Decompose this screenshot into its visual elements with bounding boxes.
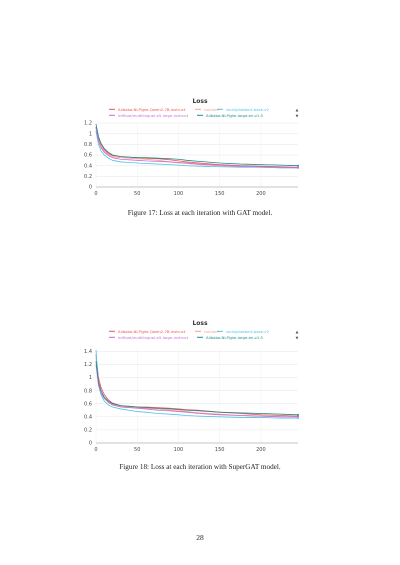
y-tick-label: 1.2 — [84, 362, 92, 368]
x-tick-label: 200 — [256, 447, 266, 453]
legend-scroll-up-icon[interactable]: ▲ — [296, 330, 299, 334]
figure-18-caption: Figure 18: Loss at each iteration with S… — [119, 463, 281, 471]
legend-scroll-down-icon[interactable]: ▼ — [296, 114, 299, 118]
y-tick-label: 0.6 — [84, 401, 92, 407]
legend-entry: random — [204, 329, 219, 334]
y-tick-label: 0.6 — [84, 153, 92, 159]
y-tick-label: 0 — [89, 441, 92, 447]
series-line — [95, 357, 298, 418]
y-tick-label: 0 — [89, 185, 92, 191]
x-tick-label: 0 — [94, 191, 97, 197]
series-line — [95, 123, 299, 167]
y-tick-label: 1.2 — [84, 121, 92, 127]
series-line — [95, 127, 299, 169]
legend-entry: sinai/photbert-base-v2 — [226, 107, 269, 112]
loss-chart-supergat: Loss Alibaba-NLP/gte-Qwen2-7B-instruct ran… — [84, 320, 299, 453]
page-number: 28 — [196, 533, 204, 542]
x-tick-label: 50 — [134, 447, 140, 453]
legend-scroll-up-icon[interactable]: ▲ — [296, 108, 299, 112]
x-tick-label: 50 — [134, 191, 140, 197]
legend-entry: intfloat/multilingual-e5-large-instruct — [118, 113, 189, 118]
legend-entry: sinai/photbert-base-v2 — [226, 329, 269, 334]
series-line — [95, 364, 298, 418]
series-end-point — [297, 413, 299, 416]
x-tick-label: 100 — [174, 191, 184, 197]
x-tick-label: 150 — [215, 447, 225, 453]
series-end-point — [297, 164, 299, 167]
legend-entry: random — [204, 107, 219, 112]
chart-title: Loss — [192, 98, 208, 105]
series-end-point — [297, 166, 299, 169]
series-end-point — [297, 415, 299, 418]
legend-entry: Alibaba-NLP/gte-Qwen2-7B-instruct — [118, 329, 186, 334]
series-line — [95, 354, 299, 417]
series-line — [95, 128, 298, 169]
chart-title: Loss — [192, 320, 208, 327]
y-tick-label: 0.8 — [84, 388, 92, 394]
legend-entry: Alibaba-NLP/gte-large-en-v1.5 — [206, 113, 264, 118]
series-line — [95, 349, 298, 419]
x-tick-label: 150 — [215, 191, 225, 197]
y-tick-label: 0.4 — [84, 414, 92, 420]
legend-entry: intfloat/multilingual-e5-large-instruct — [118, 335, 189, 340]
figure-18: Loss Alibaba-NLP/gte-Qwen2-7B-instruct ran… — [0, 318, 400, 458]
series-end-point — [297, 417, 299, 420]
series-line — [95, 361, 299, 416]
x-tick-label: 200 — [256, 191, 266, 197]
y-tick-label: 1 — [89, 375, 92, 381]
y-tick-label: 0.4 — [84, 163, 92, 169]
series-line — [95, 126, 299, 168]
y-tick-label: 1.4 — [84, 349, 92, 355]
y-tick-label: 0.8 — [84, 142, 92, 148]
y-tick-label: 0.2 — [84, 174, 92, 180]
series-line — [95, 130, 298, 169]
figure-17: Loss Alibaba-NLP/gte-Qwen2-7B-instruct ran… — [0, 95, 400, 205]
y-tick-label: 0.2 — [84, 428, 92, 434]
figure-17-caption: Figure 17: Loss at each iteration with G… — [127, 209, 273, 217]
loss-chart-gat: Loss Alibaba-NLP/gte-Qwen2-7B-instruct ran… — [84, 98, 299, 197]
y-tick-label: 1 — [89, 131, 92, 137]
legend-entry: Alibaba-NLP/gte-large-en-v1.5 — [206, 335, 264, 340]
legend-entry: Alibaba-NLP/gte-Qwen2-7B-instruct — [118, 107, 186, 112]
legend-scroll-down-icon[interactable]: ▼ — [296, 336, 299, 340]
x-tick-label: 100 — [174, 447, 184, 453]
x-tick-label: 0 — [94, 447, 97, 453]
